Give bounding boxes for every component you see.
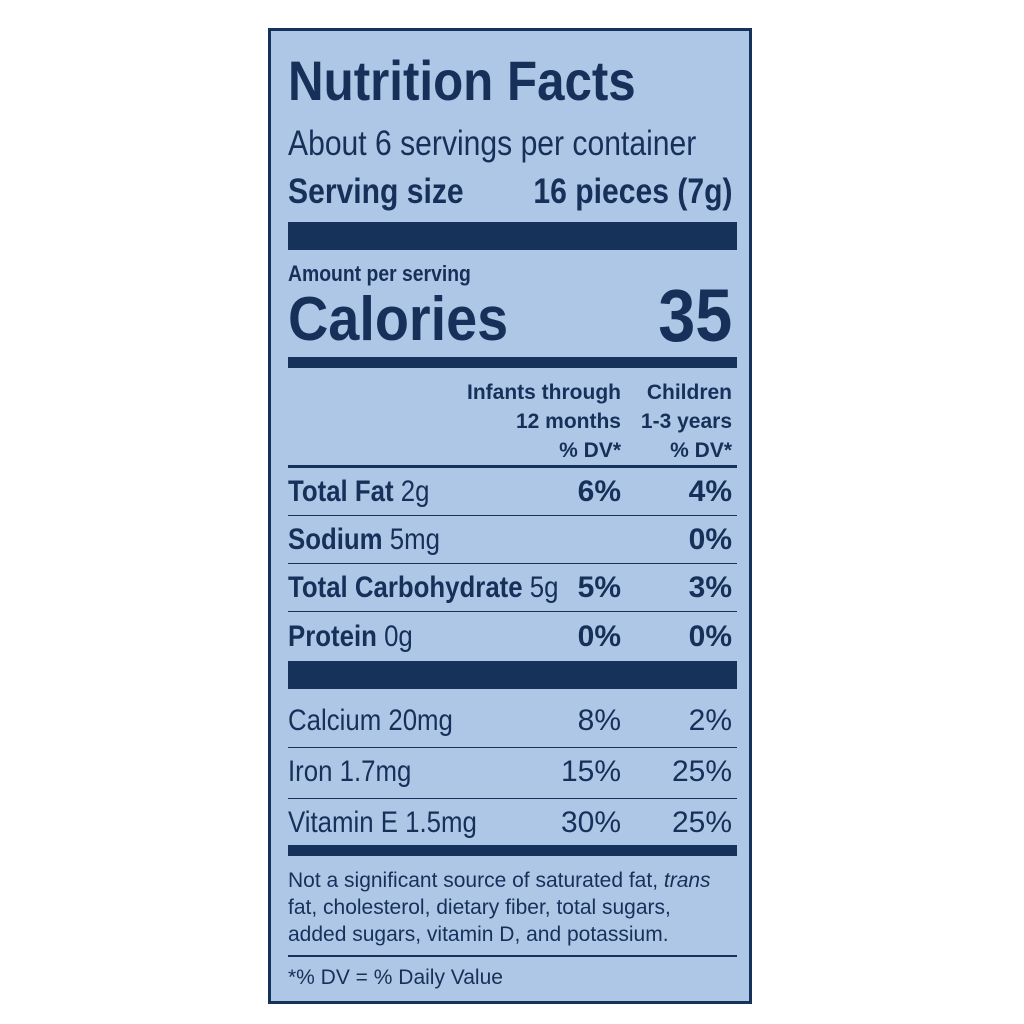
iron-infants-dv: 15% (560, 755, 621, 788)
iron-children-dv: 25% (671, 755, 732, 788)
vitamin-row-iron: Iron 1.7mg (288, 755, 412, 788)
medium-divider (288, 845, 737, 856)
vitamin-row-vitamin-e: Vitamin E 1.5mg (288, 806, 477, 839)
nutrient-row-sodium: Sodium 5mg (288, 523, 440, 556)
row-rule (288, 563, 737, 564)
protein-infants-dv: 0% (577, 620, 621, 653)
thick-divider (288, 222, 737, 250)
label-title: Nutrition Facts (288, 49, 636, 112)
protein-children-dv: 0% (688, 620, 732, 653)
serving-size-label: Serving size (288, 172, 464, 211)
vitamin-e-children-dv: 25% (671, 806, 732, 839)
medium-divider (288, 357, 737, 368)
calcium-infants-dv: 8% (577, 704, 621, 737)
total-fat-children-dv: 4% (688, 475, 732, 508)
infants-column-header: Infants through 12 months % DV* (467, 381, 621, 462)
calories-value: 35 (657, 274, 732, 357)
total-carbohydrate-children-dv: 3% (688, 571, 732, 604)
nutrient-row-protein: Protein 0g (288, 620, 413, 653)
sodium-children-dv: 0% (688, 523, 732, 556)
row-rule (288, 515, 737, 516)
row-rule (288, 747, 737, 748)
row-rule (288, 798, 737, 799)
vitamin-e-infants-dv: 30% (560, 806, 621, 839)
serving-size-value: 16 pieces (7g) (532, 172, 732, 211)
footnote-rule (288, 955, 737, 957)
row-rule (288, 611, 737, 612)
nutrient-row-total-fat: Total Fat 2g (288, 475, 430, 508)
total-carbohydrate-infants-dv: 5% (577, 571, 621, 604)
servings-per-container: About 6 servings per container (288, 124, 697, 163)
amount-per-serving: Amount per serving (288, 261, 471, 286)
vitamin-row-calcium: Calcium 20mg (288, 704, 453, 737)
nutrient-row-total-carbohydrate: Total Carbohydrate 5g (288, 571, 559, 604)
children-column-header: Children 1-3 years % DV* (640, 381, 732, 462)
calories-label: Calories (288, 285, 509, 354)
nutrition-facts-panel: Nutrition Facts About 6 servings per con… (268, 28, 752, 1004)
calcium-children-dv: 2% (688, 704, 732, 737)
thick-divider (288, 661, 737, 689)
daily-value-note: *% DV = % Daily Value (288, 966, 503, 989)
footnote: Not a significant source of saturated fa… (288, 869, 711, 946)
total-fat-infants-dv: 6% (577, 475, 621, 508)
header-rule (288, 465, 737, 468)
